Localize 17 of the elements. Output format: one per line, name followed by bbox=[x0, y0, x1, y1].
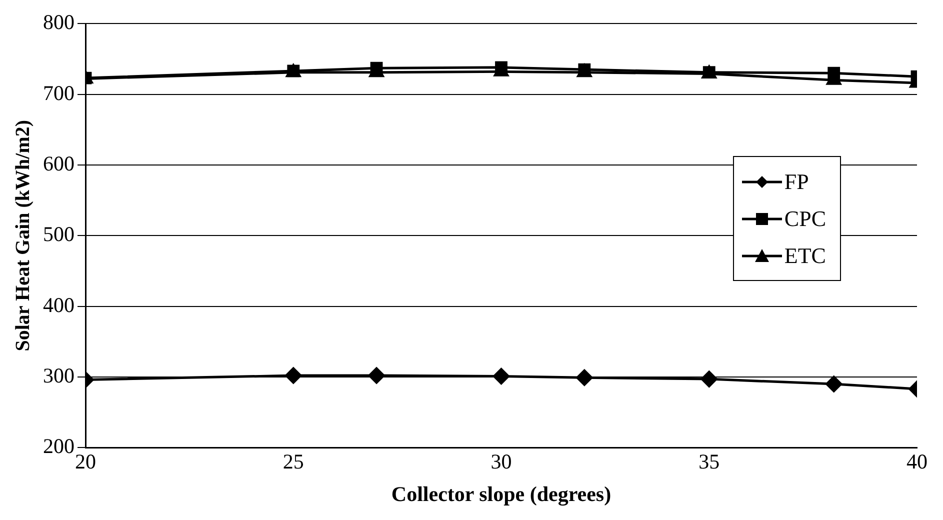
y-tick-label: 800 bbox=[43, 10, 74, 34]
legend-label: ETC bbox=[784, 242, 826, 268]
x-axis-title: Collector slope (degrees) bbox=[391, 482, 612, 506]
y-tick-label: 400 bbox=[43, 292, 74, 317]
x-tick-label: 20 bbox=[75, 450, 96, 474]
y-tick-label: 300 bbox=[43, 363, 74, 388]
x-tick-label: 30 bbox=[490, 450, 512, 474]
x-tick-label: 25 bbox=[282, 450, 304, 474]
y-tick-label: 700 bbox=[43, 80, 74, 105]
y-tick-label: 600 bbox=[43, 151, 74, 176]
x-tick-label: 40 bbox=[906, 450, 928, 474]
x-tick-label: 35 bbox=[698, 450, 720, 474]
legend-label: CPC bbox=[784, 206, 826, 232]
legend-label: FP bbox=[784, 168, 809, 194]
y-axis-title: Solar Heat Gain (kWh/m2) bbox=[12, 120, 34, 352]
y-tick-label: 500 bbox=[43, 222, 74, 246]
y-tick-label: 200 bbox=[43, 434, 74, 458]
